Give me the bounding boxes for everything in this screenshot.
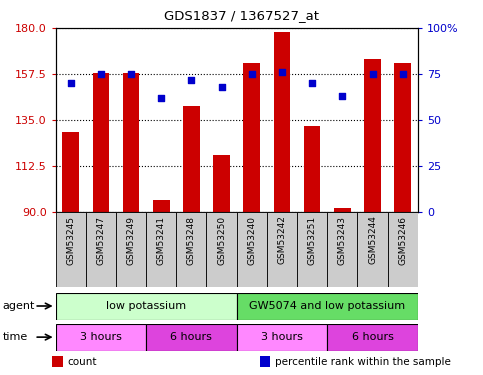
FancyBboxPatch shape — [237, 292, 418, 320]
FancyBboxPatch shape — [388, 212, 418, 287]
Text: GSM53244: GSM53244 — [368, 216, 377, 264]
FancyBboxPatch shape — [297, 212, 327, 287]
Text: GSM53246: GSM53246 — [398, 216, 407, 265]
Point — [157, 95, 165, 101]
FancyBboxPatch shape — [146, 324, 237, 351]
Point — [278, 69, 286, 75]
Bar — [123, 73, 139, 212]
Text: percentile rank within the sample: percentile rank within the sample — [275, 357, 451, 367]
Text: GSM53243: GSM53243 — [338, 216, 347, 265]
FancyBboxPatch shape — [327, 324, 418, 351]
Text: GW5074 and low potassium: GW5074 and low potassium — [249, 301, 405, 311]
Point — [339, 93, 346, 99]
Text: 6 hours: 6 hours — [170, 332, 213, 342]
Bar — [395, 63, 411, 212]
Point — [248, 71, 256, 77]
FancyBboxPatch shape — [237, 324, 327, 351]
Text: 3 hours: 3 hours — [261, 332, 303, 342]
Text: count: count — [68, 357, 97, 367]
Point — [399, 71, 407, 77]
FancyBboxPatch shape — [56, 324, 146, 351]
Text: GSM53251: GSM53251 — [308, 216, 317, 265]
Text: GDS1837 / 1367527_at: GDS1837 / 1367527_at — [164, 9, 319, 22]
Point — [218, 84, 226, 90]
FancyBboxPatch shape — [176, 212, 207, 287]
Point — [308, 80, 316, 86]
Point — [97, 71, 105, 77]
Text: agent: agent — [2, 301, 35, 311]
FancyBboxPatch shape — [357, 212, 388, 287]
Bar — [364, 59, 381, 212]
Bar — [334, 208, 351, 212]
Text: GSM53248: GSM53248 — [187, 216, 196, 265]
Text: GSM53242: GSM53242 — [277, 216, 286, 264]
Text: 6 hours: 6 hours — [352, 332, 394, 342]
FancyBboxPatch shape — [267, 212, 297, 287]
Bar — [153, 200, 170, 212]
Text: low potassium: low potassium — [106, 301, 186, 311]
Bar — [62, 132, 79, 212]
Text: time: time — [2, 332, 28, 342]
Text: GSM53240: GSM53240 — [247, 216, 256, 265]
FancyBboxPatch shape — [327, 212, 357, 287]
Text: GSM53247: GSM53247 — [96, 216, 105, 265]
Bar — [183, 106, 199, 212]
FancyBboxPatch shape — [56, 212, 86, 287]
Text: GSM53250: GSM53250 — [217, 216, 226, 265]
Bar — [213, 155, 230, 212]
FancyBboxPatch shape — [146, 212, 176, 287]
FancyBboxPatch shape — [237, 212, 267, 287]
FancyBboxPatch shape — [86, 212, 116, 287]
Point — [127, 71, 135, 77]
Bar — [93, 73, 109, 212]
Bar — [304, 126, 320, 212]
Text: 3 hours: 3 hours — [80, 332, 122, 342]
Text: GSM53241: GSM53241 — [156, 216, 166, 265]
Bar — [274, 32, 290, 212]
Text: GSM53249: GSM53249 — [127, 216, 136, 265]
FancyBboxPatch shape — [116, 212, 146, 287]
FancyBboxPatch shape — [56, 292, 237, 320]
Text: GSM53245: GSM53245 — [66, 216, 75, 265]
Point — [67, 80, 74, 86]
Point — [187, 76, 195, 82]
Bar — [243, 63, 260, 212]
FancyBboxPatch shape — [207, 212, 237, 287]
Point — [369, 71, 376, 77]
